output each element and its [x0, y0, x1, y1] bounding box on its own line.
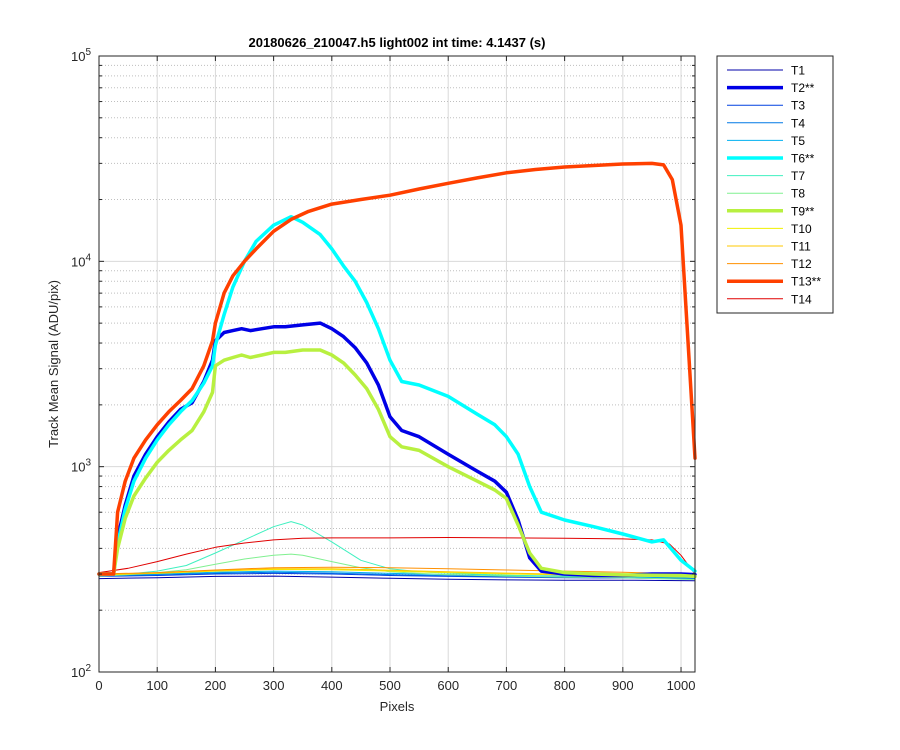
x-tick-label: 900: [612, 678, 634, 693]
series-line-T8: [98, 553, 696, 580]
x-tick-label: 700: [496, 678, 518, 693]
series-line-T9: [97, 348, 697, 579]
y-tick-label: 104: [71, 252, 91, 269]
y-tick-label: 105: [71, 47, 91, 64]
y-tick-base: 10: [71, 665, 85, 680]
legend-label: T3: [791, 99, 805, 113]
legend: T1 T2** T3 T4 T5 T6** T7 T8 T9** T10 T11 T12 T13** T1…: [716, 55, 834, 314]
series-lines: [97, 161, 697, 582]
plot-area-background: [99, 56, 695, 672]
y-tick-exponent: 5: [85, 47, 91, 58]
x-tick-label: 200: [205, 678, 227, 693]
series-line-T13: [97, 161, 697, 576]
y-axis-label: Track Mean Signal (ADU/pix): [46, 280, 61, 448]
legend-label: T12: [791, 257, 812, 271]
series-line-T6: [97, 214, 697, 576]
legend-label: T1: [791, 64, 805, 78]
legend-label: T7: [791, 169, 805, 183]
x-tick-label: 300: [263, 678, 285, 693]
plot-area-frame: [98, 55, 696, 673]
y-tick-exponent: 4: [85, 252, 91, 263]
x-tick-label: 500: [379, 678, 401, 693]
axis-ticks: 0 100 200 300 400 500 600 700 800 900 100010210310…: [71, 47, 696, 693]
legend-label: T10: [791, 222, 812, 236]
y-tick-label: 102: [71, 663, 91, 680]
x-tick-label: 100: [146, 678, 168, 693]
x-tick-label: 600: [437, 678, 459, 693]
legend-label: T6**: [791, 152, 815, 166]
x-axis-label: Pixels: [380, 699, 415, 714]
legend-label: T9**: [791, 204, 815, 218]
x-tick-label: 400: [321, 678, 343, 693]
y-tick-exponent: 2: [85, 663, 91, 674]
x-tick-label: 800: [554, 678, 576, 693]
series-line-T7: [98, 521, 696, 580]
legend-label: T13**: [791, 275, 821, 289]
y-tick-exponent: 3: [85, 458, 91, 469]
legend-label: T2**: [791, 81, 815, 95]
x-tick-label: 0: [95, 678, 102, 693]
y-tick-base: 10: [71, 460, 85, 475]
y-tick-base: 10: [71, 254, 85, 269]
series-line-T2: [97, 321, 697, 578]
legend-label: T11: [791, 240, 811, 254]
series-line-T14: [98, 537, 696, 575]
y-tick-label: 103: [71, 458, 91, 475]
legend-label: T8: [791, 187, 805, 201]
series-line-T12: [98, 566, 696, 575]
series-line-T1: [98, 575, 696, 582]
legend-label: T4: [791, 116, 805, 130]
chart-title: 20180626_210047.h5 light002 int time: 4.…: [248, 35, 545, 50]
legend-label: T14: [791, 292, 812, 306]
x-tick-label: 1000: [667, 678, 696, 693]
y-tick-base: 10: [71, 49, 85, 64]
legend-label: T5: [791, 134, 805, 148]
legend-box: [716, 55, 834, 314]
